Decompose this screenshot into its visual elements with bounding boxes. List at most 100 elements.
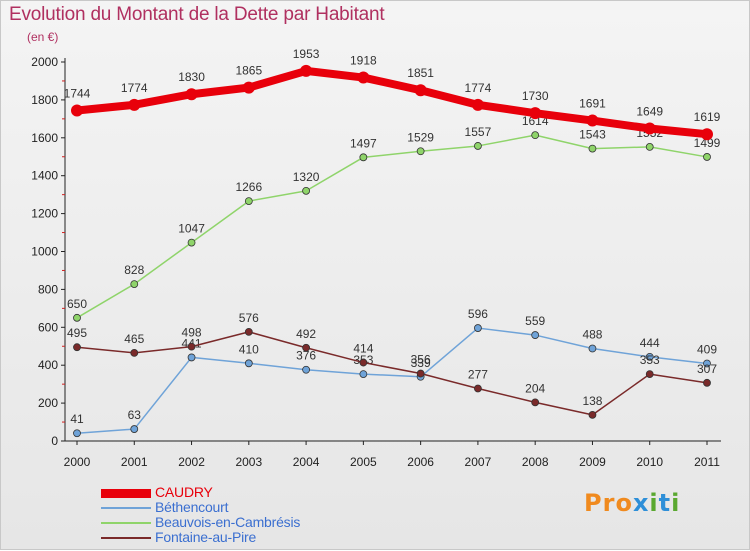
legend-label: Béthencourt	[155, 499, 229, 515]
x-tick-label: 2002	[178, 455, 205, 469]
series-line	[76, 327, 708, 434]
data-label: 1047	[178, 222, 205, 236]
logo-letter: P	[584, 489, 603, 517]
series-line	[76, 134, 708, 319]
data-point	[474, 384, 482, 393]
data-point	[588, 144, 597, 153]
data-label: 1744	[64, 87, 91, 101]
data-point	[359, 358, 368, 367]
data-point	[645, 370, 654, 379]
x-tick-label: 2011	[694, 455, 720, 469]
legend-label: Beauvois-en-Cambrésis	[155, 514, 301, 530]
data-point	[531, 131, 540, 140]
data-point	[531, 331, 540, 339]
data-label: 1497	[350, 136, 377, 150]
data-point	[357, 71, 370, 84]
data-label: 444	[640, 336, 660, 350]
data-label: 1953	[293, 47, 320, 61]
data-label: 376	[296, 349, 316, 363]
data-label: 339	[411, 356, 431, 370]
data-point	[414, 84, 427, 97]
data-label: 828	[124, 263, 144, 277]
x-tick-label: 2010	[636, 455, 663, 469]
data-point	[244, 197, 253, 205]
y-tick-label: 800	[38, 282, 58, 296]
data-label: 1774	[121, 81, 148, 95]
data-label: 41	[70, 412, 84, 426]
data-point	[701, 128, 713, 141]
data-label: 1918	[350, 54, 377, 68]
data-point	[130, 425, 139, 433]
data-label: 465	[124, 332, 144, 346]
data-point	[703, 359, 711, 368]
legend-swatch	[101, 489, 151, 498]
data-label: 1619	[694, 110, 721, 124]
chart-unit-label: (en €)	[27, 30, 59, 44]
data-label: 356	[411, 353, 431, 367]
data-point	[586, 114, 599, 127]
data-point	[359, 370, 368, 379]
x-tick-label: 2007	[465, 455, 492, 469]
data-label: 1649	[636, 105, 663, 119]
data-label: 1865	[235, 64, 262, 78]
data-point	[128, 98, 141, 111]
x-tick-label: 2006	[407, 455, 434, 469]
data-label: 277	[468, 368, 488, 382]
data-point	[300, 64, 313, 77]
data-point	[588, 344, 597, 353]
series-line	[73, 66, 711, 139]
logo-letter: r	[602, 489, 616, 517]
x-tick-label: 2005	[350, 455, 377, 469]
legend-label: Fontaine-au-Pire	[155, 529, 257, 545]
data-point	[645, 142, 654, 151]
data-point	[703, 378, 711, 387]
data-point	[643, 122, 656, 135]
x-tick-label: 2000	[64, 455, 91, 469]
y-tick-label: 1200	[31, 207, 58, 221]
data-label: 353	[640, 353, 660, 367]
data-point	[73, 343, 81, 352]
data-point	[71, 104, 83, 117]
data-label: 204	[525, 381, 545, 395]
data-label: 409	[697, 342, 717, 356]
y-tick-label: 1400	[31, 169, 58, 183]
data-point	[130, 348, 139, 357]
data-label: 307	[697, 362, 717, 376]
data-label: 576	[239, 311, 259, 325]
data-label: 1320	[293, 170, 320, 184]
x-tick-label: 2009	[579, 455, 606, 469]
proxiti-logo: Proxiti	[584, 489, 680, 517]
data-point	[416, 369, 425, 378]
data-point	[531, 398, 540, 407]
data-label: 1529	[407, 130, 434, 144]
data-label: 1543	[579, 128, 606, 142]
data-point	[474, 324, 482, 332]
legend-swatch	[101, 522, 151, 524]
data-point	[187, 238, 196, 247]
data-point	[302, 186, 310, 195]
x-tick-label: 2001	[121, 455, 148, 469]
data-label: 63	[128, 408, 142, 422]
data-point	[416, 147, 425, 156]
logo-letter: t	[658, 489, 672, 517]
data-label: 559	[525, 314, 545, 328]
legend-swatch	[101, 507, 151, 509]
data-point	[187, 342, 196, 351]
data-label: 1730	[522, 89, 549, 103]
data-point	[529, 107, 542, 120]
data-point	[73, 313, 81, 322]
data-label: 650	[67, 297, 87, 311]
data-point	[302, 343, 310, 352]
data-label: 1557	[465, 125, 492, 139]
y-tick-label: 2000	[31, 55, 58, 69]
data-label: 596	[468, 307, 488, 321]
y-tick-label: 1600	[31, 131, 58, 145]
data-point	[187, 353, 196, 362]
data-point	[359, 153, 368, 162]
data-point	[645, 352, 654, 361]
y-tick-label: 200	[38, 396, 58, 410]
data-label: 138	[582, 394, 602, 408]
data-label: 495	[67, 326, 87, 340]
data-label: 1830	[178, 70, 205, 84]
data-label: 414	[353, 342, 373, 356]
